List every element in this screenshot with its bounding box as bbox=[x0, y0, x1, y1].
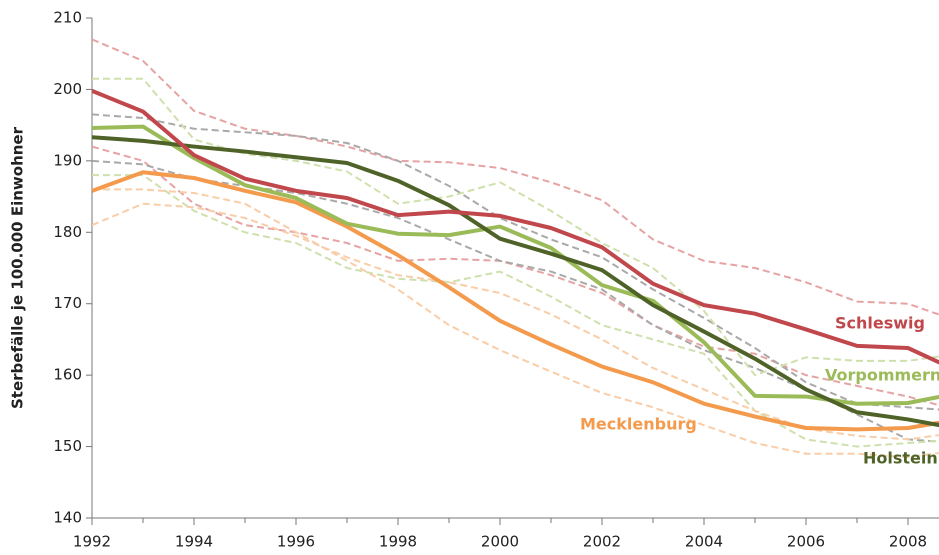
x-tick-label: 2008 bbox=[889, 533, 927, 551]
reference-line bbox=[92, 145, 939, 407]
x-tick-label: 1994 bbox=[175, 533, 213, 551]
x-tick-label: 2004 bbox=[685, 533, 723, 551]
series-label: Schleswig bbox=[835, 314, 925, 333]
y-axis-label: Sterbefälle je 100.000 Einwohner bbox=[9, 126, 27, 409]
reference-line bbox=[92, 202, 939, 441]
x-tick-label: 1998 bbox=[379, 533, 417, 551]
reference-line bbox=[92, 188, 939, 459]
series-line bbox=[92, 89, 939, 365]
y-tick-label: 210 bbox=[53, 9, 82, 27]
x-tick-label: 2002 bbox=[583, 533, 621, 551]
x-tick-label: 1992 bbox=[73, 533, 111, 551]
series-line bbox=[92, 170, 939, 432]
series-label: Vorpommern bbox=[825, 366, 939, 385]
reference-line bbox=[92, 38, 939, 316]
series-line bbox=[92, 135, 939, 428]
reference-line bbox=[92, 159, 939, 443]
y-tick-label: 180 bbox=[53, 223, 82, 241]
x-tick-label: 1996 bbox=[277, 533, 315, 551]
y-tick-label: 140 bbox=[53, 509, 82, 527]
series-label: Mecklenburg bbox=[580, 415, 697, 434]
y-tick-label: 170 bbox=[53, 294, 82, 312]
series-line bbox=[92, 124, 939, 406]
plot-area bbox=[92, 38, 939, 459]
x-tick-label: 2000 bbox=[481, 533, 519, 551]
y-tick-label: 160 bbox=[53, 366, 82, 384]
reference-line bbox=[92, 77, 939, 377]
x-tick-label: 2006 bbox=[787, 533, 825, 551]
reference-line bbox=[92, 113, 939, 411]
series-label: Holstein bbox=[863, 449, 938, 468]
y-tick-label: 190 bbox=[53, 151, 82, 169]
y-tick-label: 150 bbox=[53, 437, 82, 455]
reference-line bbox=[92, 174, 939, 448]
y-tick-label: 200 bbox=[53, 80, 82, 98]
